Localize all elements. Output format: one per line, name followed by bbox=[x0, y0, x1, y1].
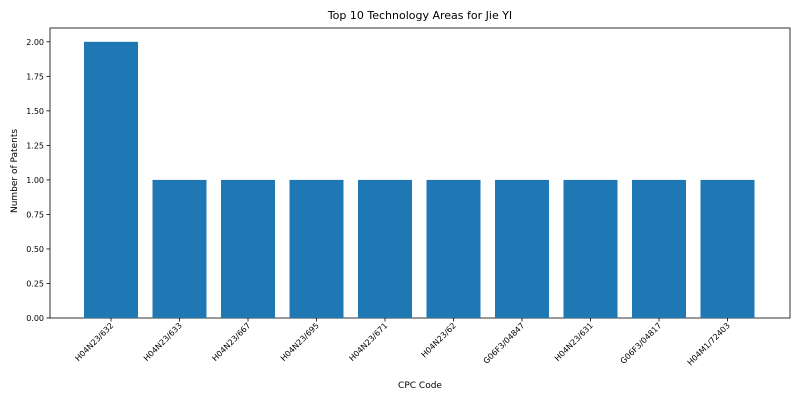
bar-6 bbox=[495, 180, 549, 318]
y-tick-label-6: 1.50 bbox=[26, 107, 44, 116]
bar-5 bbox=[427, 180, 481, 318]
x-tick-label-0: H04N23/632 bbox=[73, 321, 115, 363]
y-axis: 0.00 0.25 0.50 0.75 1.00 1.25 1.50 1.75 2.00 bbox=[26, 38, 50, 323]
x-tick-label-1: H04N23/633 bbox=[142, 321, 184, 363]
bars bbox=[84, 42, 755, 318]
y-tick-label-1: 0.25 bbox=[26, 279, 44, 288]
x-axis-label: CPC Code bbox=[398, 381, 442, 391]
y-tick-label-2: 0.50 bbox=[26, 245, 44, 254]
x-tick-label-5: H04N23/62 bbox=[420, 321, 458, 359]
plot-area: 0.00 0.25 0.50 0.75 1.00 1.25 1.50 1.75 2.00 H04… bbox=[26, 28, 790, 367]
y-axis-label: Number of Patents bbox=[10, 129, 20, 213]
x-tick-label-2: H04N23/667 bbox=[210, 321, 252, 363]
bar-0 bbox=[84, 42, 138, 318]
y-tick-label-7: 1.75 bbox=[26, 72, 44, 81]
y-tick-label-0: 0.00 bbox=[26, 314, 44, 323]
y-tick-label-3: 0.75 bbox=[26, 210, 44, 219]
y-tick-label-5: 1.25 bbox=[26, 141, 44, 150]
x-tick-label-8: G06F3/04817 bbox=[619, 321, 664, 366]
bar-1 bbox=[153, 180, 207, 318]
bar-3 bbox=[290, 180, 344, 318]
bar-8 bbox=[632, 180, 686, 318]
bar-7 bbox=[564, 180, 618, 318]
x-axis: H04N23/632 H04N23/633 H04N23/667 H04N23/695… bbox=[73, 318, 731, 367]
bar-4 bbox=[358, 180, 412, 318]
bar-9 bbox=[701, 180, 755, 318]
x-tick-label-4: H04N23/671 bbox=[347, 321, 389, 363]
y-tick-label-8: 2.00 bbox=[26, 38, 44, 47]
x-tick-label-9: H04M1/72403 bbox=[686, 321, 732, 367]
y-tick-label-4: 1.00 bbox=[26, 176, 44, 185]
bar-2 bbox=[221, 180, 275, 318]
x-tick-label-3: H04N23/695 bbox=[279, 321, 321, 363]
x-tick-label-7: H04N23/631 bbox=[553, 321, 595, 363]
x-tick-label-6: G06F3/04847 bbox=[482, 321, 527, 366]
chart-title: Top 10 Technology Areas for Jie YI bbox=[327, 9, 512, 22]
